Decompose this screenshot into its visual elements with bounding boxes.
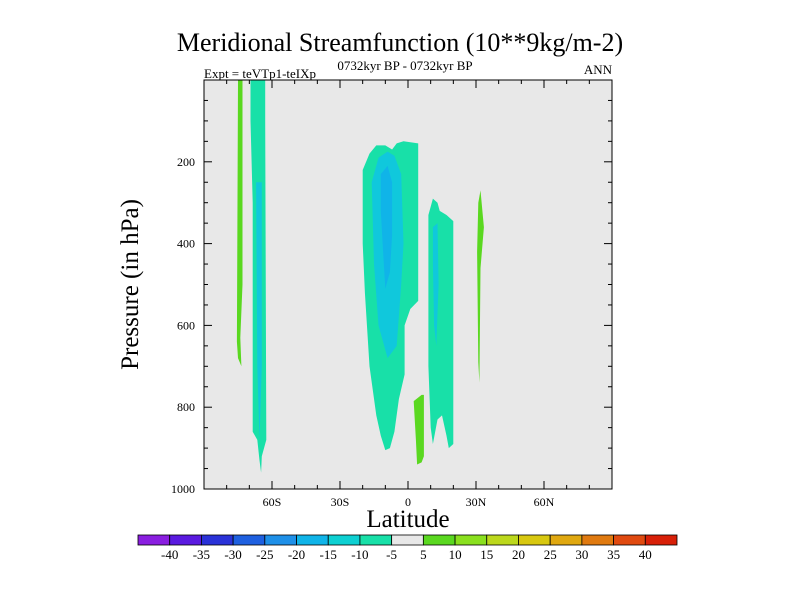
- colorbar-box: [581, 534, 614, 546]
- x-tick-label: 30N: [466, 495, 487, 509]
- chart-title: Meridional Streamfunction (10**9kg/m-2): [176, 28, 624, 57]
- contour-region-green-band-30n: [477, 190, 484, 383]
- colorbar-label: 40: [639, 547, 652, 562]
- x-axis-ticks: 60S 30S 0 30N 60N: [203, 80, 613, 509]
- y-tick-label: 1000: [171, 482, 195, 496]
- colorbar-box: [232, 534, 266, 546]
- colorbar-box: [422, 534, 456, 546]
- colorbar-label: 15: [480, 547, 493, 562]
- colorbar-label: -10: [351, 547, 368, 562]
- x-tick-label: 60N: [534, 495, 555, 509]
- colorbar-box: [201, 534, 234, 546]
- colorbar-label: 10: [449, 547, 462, 562]
- colorbar-box: [264, 534, 297, 546]
- colorbar-box: [518, 534, 551, 546]
- colorbar-label: 20: [512, 547, 525, 562]
- colorbar-box: [391, 534, 424, 546]
- colorbar-label: -40: [161, 547, 178, 562]
- colorbar-label: -35: [193, 547, 210, 562]
- colorbar-label: 35: [607, 547, 620, 562]
- colorbar-label: -15: [320, 547, 337, 562]
- colorbar-labels: -40 -35 -30 -25 -20 -15 -10 -5 5 10 15 20 25 30 35 40: [161, 547, 652, 562]
- season-label: ANN: [583, 62, 612, 77]
- y-tick-label: 200: [177, 155, 195, 169]
- colorbar-box: [613, 534, 646, 546]
- contour-region-green-band-70s: [236, 80, 243, 367]
- time-range-label: 0732kyr BP - 0732kyr BP: [337, 58, 473, 73]
- colorbar-label: 30: [575, 547, 588, 562]
- colorbar-box: [327, 534, 361, 546]
- colorbar: [137, 534, 678, 546]
- colorbar-box: [644, 534, 678, 546]
- y-axis-label: Pressure (in hPa): [117, 199, 144, 370]
- x-tick-label: 30S: [331, 495, 350, 509]
- colorbar-label: 5: [420, 547, 427, 562]
- contour-region-green-patch-5n: [413, 394, 424, 465]
- y-axis-ticks: 200 400 600 800 1000: [171, 79, 612, 496]
- colorbar-box: [549, 534, 583, 546]
- colorbar-box: [359, 534, 393, 546]
- x-axis-label: Latitude: [366, 506, 449, 533]
- colorbar-label: -30: [224, 547, 241, 562]
- colorbar-box: [454, 534, 488, 546]
- y-tick-label: 400: [177, 237, 195, 251]
- contour-region-blue-core-10n: [432, 223, 439, 346]
- colorbar-label: -5: [386, 547, 397, 562]
- colorbar-label: 25: [544, 547, 557, 562]
- experiment-label: Expt = teVTp1-teIXp: [204, 66, 317, 81]
- colorbar-label: -20: [288, 547, 305, 562]
- x-tick-label: 0: [405, 495, 411, 509]
- colorbar-box: [169, 534, 202, 546]
- colorbar-box: [486, 534, 519, 546]
- colorbar-box: [296, 534, 329, 546]
- colorbar-label: -25: [256, 547, 273, 562]
- y-tick-label: 600: [177, 318, 195, 332]
- x-tick-label: 60S: [263, 495, 282, 509]
- contour-regions: [236, 80, 484, 473]
- y-tick-label: 800: [177, 400, 195, 414]
- contour-region-deep-blue-core-10s: [380, 165, 393, 289]
- contour-region-cyan-cell-10n: [428, 198, 454, 449]
- contour-region-blue-core-65s: [256, 182, 262, 440]
- colorbar-box: [137, 534, 171, 546]
